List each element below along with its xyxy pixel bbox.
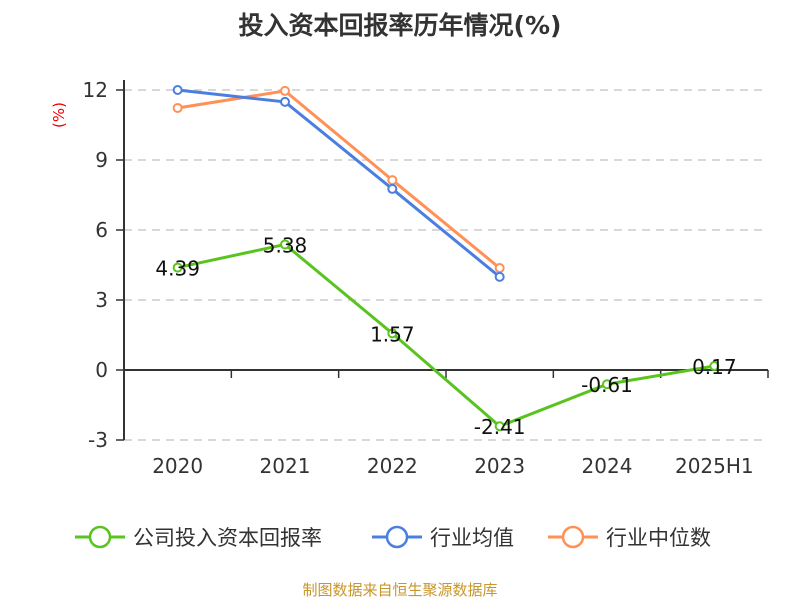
x-tick-label: 2021 (260, 454, 311, 478)
data-point (280, 96, 290, 107)
x-tick-label: 2024 (582, 454, 633, 478)
data-label: -2.41 (474, 415, 526, 439)
y-tick-label: 12 (83, 78, 108, 102)
data-point (172, 85, 183, 95)
data-label: 1.57 (370, 322, 415, 346)
data-point (387, 175, 398, 186)
data-point (709, 361, 720, 372)
source-note: 制图数据来自恒生聚源数据库 (302, 581, 498, 599)
legend-item: 公司投入资本回报率 (133, 526, 322, 550)
data-point (280, 85, 290, 96)
x-tick-label: 2023 (474, 454, 525, 478)
legend-item: 行业均值 (430, 526, 514, 550)
y-tick-label: 9 (95, 148, 108, 172)
series-line-1 (177, 88, 501, 279)
data-label: 4.39 (155, 257, 200, 281)
series-line-0 (177, 242, 715, 428)
data-point (387, 328, 398, 339)
data-point (387, 183, 398, 194)
data-point (172, 262, 183, 273)
y-tick-label: 0 (95, 358, 108, 382)
legend-marker-icon (561, 525, 585, 549)
data-label: -0.61 (581, 373, 633, 397)
chart-title: 投入资本回报率历年情况(%) (238, 11, 562, 40)
data-point (280, 239, 290, 250)
x-tick-label: 2022 (367, 454, 418, 478)
y-tick-label: 6 (95, 218, 108, 242)
data-label: 5.38 (263, 233, 308, 257)
data-label: 0.17 (692, 355, 737, 379)
data-point (494, 421, 505, 432)
legend-item: 行业中位数 (606, 526, 711, 550)
x-tick-label: 2020 (152, 454, 203, 478)
data-point (602, 379, 612, 390)
y-tick-label: 3 (95, 288, 108, 312)
series-line-2 (177, 89, 501, 270)
data-point (494, 271, 505, 282)
data-point (494, 263, 505, 274)
y-tick-label: -3 (88, 428, 108, 452)
legend-marker-icon (385, 525, 409, 549)
data-point (172, 102, 183, 113)
legend-marker-icon (88, 525, 112, 549)
x-tick-label: 2025H1 (675, 454, 754, 478)
